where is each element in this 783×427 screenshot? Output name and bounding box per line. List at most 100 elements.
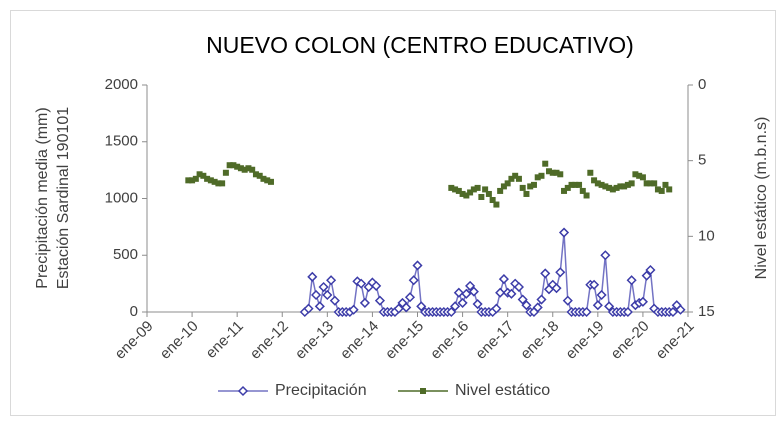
data-point [572, 181, 579, 188]
data-point [613, 184, 620, 191]
data-point [465, 280, 476, 291]
y2-tick-label: 5 [698, 152, 706, 169]
data-point [401, 302, 412, 313]
data-point [489, 197, 496, 204]
data-point [564, 184, 571, 191]
y2-tick-label: 15 [698, 303, 715, 320]
data-point [515, 175, 522, 182]
data-point [540, 268, 551, 279]
data-point [463, 192, 470, 199]
data-point [553, 169, 560, 176]
data-point [587, 169, 594, 176]
y-tick-label: 1500 [105, 133, 138, 150]
data-point [651, 180, 658, 187]
y-tick-label: 2000 [105, 76, 138, 93]
data-point [506, 288, 517, 299]
data-point [478, 193, 485, 200]
data-point [482, 186, 489, 193]
data-point [326, 275, 337, 286]
data-point [448, 184, 455, 191]
data-point [557, 171, 564, 178]
data-point [647, 180, 654, 187]
data-point [596, 289, 607, 301]
data-point [329, 295, 340, 306]
data-point [513, 281, 524, 293]
legend-label: Nivel estático [455, 382, 550, 399]
data-point [459, 190, 466, 197]
data-point [602, 183, 609, 190]
data-point [461, 288, 472, 299]
data-point [189, 177, 196, 184]
data-point [264, 177, 271, 184]
data-point [185, 177, 192, 184]
data-point [519, 184, 526, 191]
data-point [562, 295, 573, 306]
data-point [467, 189, 474, 196]
data-point [470, 186, 477, 193]
data-point [318, 281, 329, 293]
data-point [555, 267, 566, 278]
data-point [527, 183, 534, 190]
data-point [416, 301, 427, 312]
data-point [617, 183, 624, 190]
data-point [260, 175, 267, 182]
data-point [222, 169, 229, 176]
data-point [536, 294, 547, 305]
data-point [311, 289, 322, 301]
chart-title: NUEVO COLON (CENTRO EDUCATIVO) [206, 32, 634, 58]
data-point [628, 180, 635, 187]
data-point [639, 174, 646, 181]
data-point [211, 178, 218, 185]
data-point [667, 306, 679, 318]
data-point [581, 306, 592, 318]
data-point [196, 171, 203, 178]
data-point [551, 283, 562, 294]
data-point [472, 298, 483, 310]
data-point [512, 172, 519, 179]
data-point [446, 306, 457, 318]
data-point [314, 301, 325, 312]
data-point [508, 175, 515, 182]
data-point [498, 274, 509, 285]
data-point [252, 171, 259, 178]
data-point [491, 303, 502, 314]
y-axis-label: Precipitación media (mm) [34, 107, 51, 288]
data-point [643, 180, 650, 187]
data-point [622, 306, 633, 318]
data-point [549, 169, 556, 176]
y-tick-label: 500 [113, 246, 138, 263]
data-point [452, 186, 459, 193]
data-point [645, 264, 656, 276]
data-point [241, 166, 248, 173]
data-point [493, 201, 500, 208]
data-point [412, 260, 423, 271]
data-point [374, 295, 385, 306]
y2-axis-label: Nivel estático (m.b.n.s) [753, 117, 770, 280]
legend-marker [420, 388, 426, 394]
data-point [626, 275, 637, 286]
data-point [621, 183, 628, 190]
data-point [592, 300, 603, 311]
chart-frame [10, 10, 776, 416]
data-point [226, 162, 233, 169]
data-point [666, 186, 673, 193]
data-point [576, 181, 583, 188]
data-point [249, 166, 256, 173]
data-point [307, 271, 318, 282]
data-point [219, 180, 226, 187]
legend-marker [237, 385, 249, 397]
data-point [371, 280, 382, 291]
data-point [450, 301, 461, 312]
data-point [207, 177, 214, 184]
data-point [267, 178, 274, 185]
data-point [237, 165, 244, 172]
y2-tick-label: 0 [698, 76, 706, 93]
data-point [348, 304, 359, 315]
data-point [408, 275, 419, 286]
data-point [504, 180, 511, 187]
data-point [204, 175, 211, 182]
data-point [545, 168, 552, 175]
data-point [192, 175, 199, 182]
data-point [600, 250, 611, 261]
data-point [215, 180, 222, 187]
